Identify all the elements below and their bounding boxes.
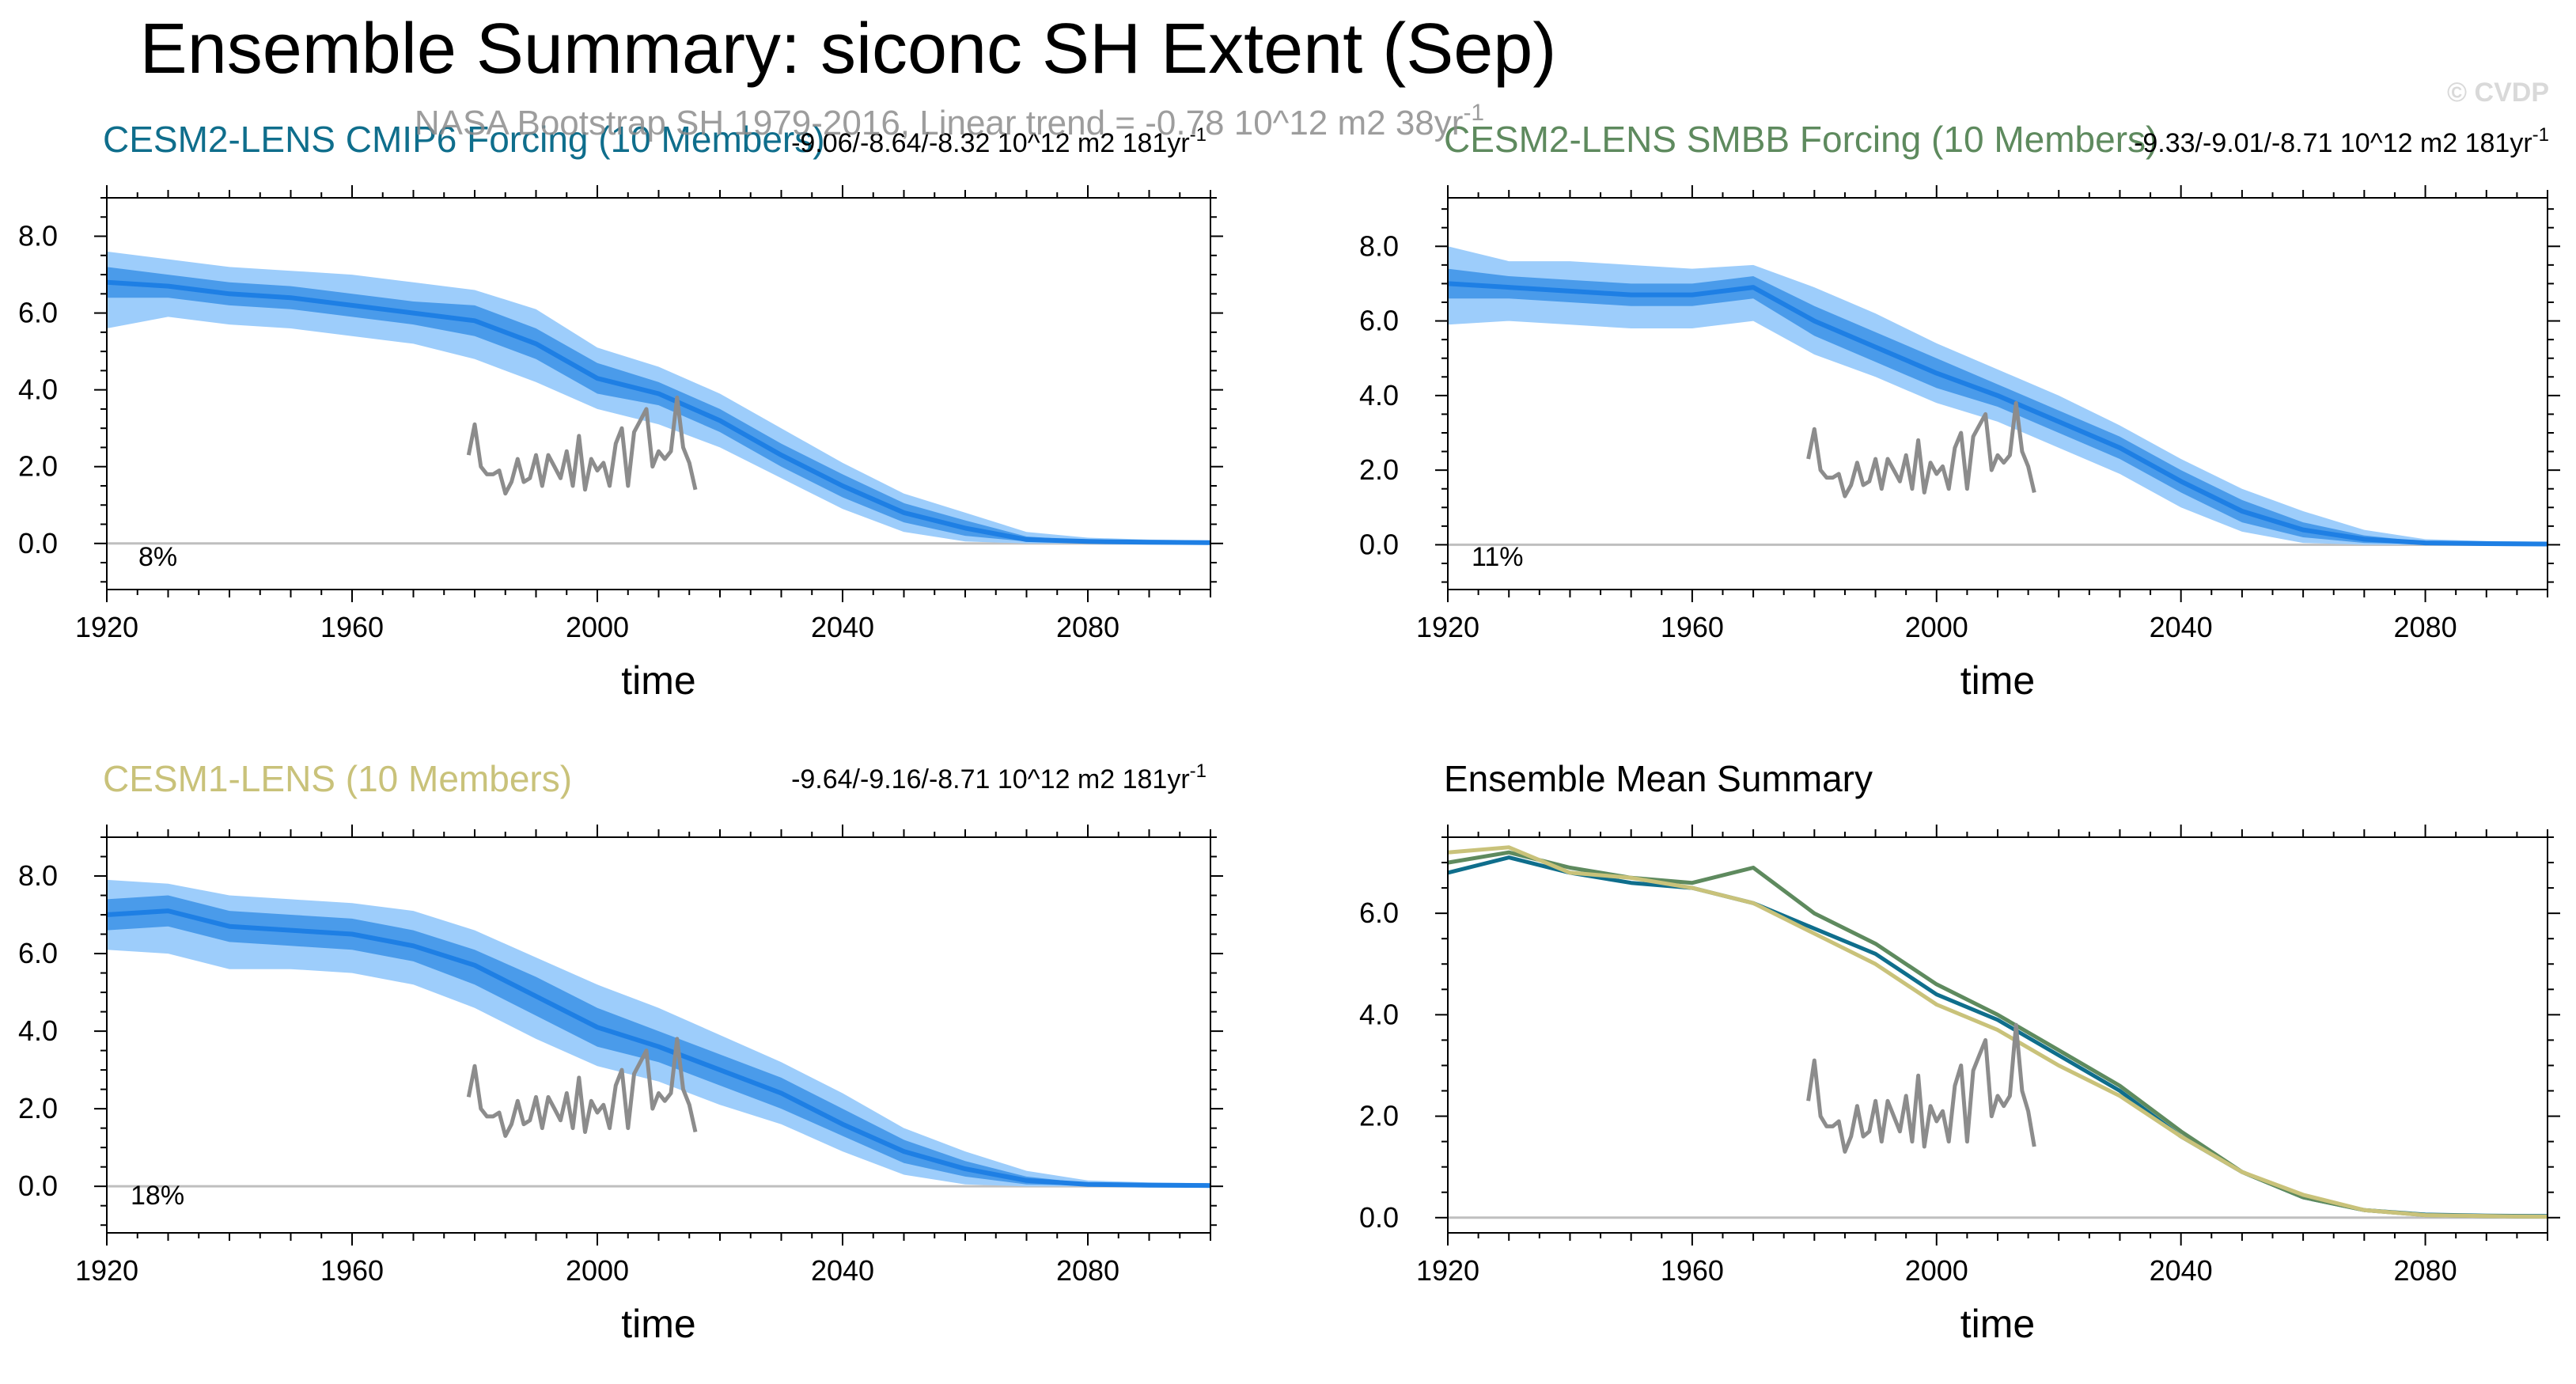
x-tick-label: 2040: [2150, 1254, 2213, 1287]
trend-sup: -1: [2532, 124, 2549, 146]
y-tick-label: 0.0: [18, 527, 58, 559]
y-tick-label: 4.0: [1359, 379, 1399, 411]
x-tick-label: 2080: [1056, 1254, 1119, 1287]
panel-cmip6: CESM2-LENS CMIP6 Forcing (10 Members)-9.…: [18, 119, 1223, 703]
trend-text: -9.64/-9.16/-8.71 10^12 m2 181yr: [791, 764, 1190, 794]
x-tick-label: 1920: [75, 611, 138, 643]
panel-title: Ensemble Mean Summary: [1444, 758, 1873, 799]
y-tick-label: 6.0: [18, 297, 58, 329]
x-tick-label: 2080: [2394, 611, 2457, 643]
x-tick-label: 1960: [320, 1254, 384, 1287]
percent-label: 8%: [138, 542, 177, 572]
observations-line: [1806, 400, 2036, 499]
observations-line: [466, 1037, 698, 1138]
x-tick-label: 1920: [75, 1254, 138, 1287]
x-tick-label: 2080: [2394, 1254, 2457, 1287]
y-tick-label: 6.0: [1359, 305, 1399, 337]
panel-smbb: CESM2-LENS SMBB Forcing (10 Members)-9.3…: [1359, 119, 2560, 703]
trend-sup: -1: [1190, 124, 1207, 146]
trend-label: -9.33/-9.01/-8.71 10^12 m2 181yr-1: [2134, 124, 2549, 158]
y-tick-label: 2.0: [1359, 453, 1399, 486]
trend-text: -9.33/-9.01/-8.71 10^12 m2 181yr: [2134, 128, 2532, 158]
spread-interquartile: [107, 895, 1210, 1187]
x-tick-label: 2000: [566, 1254, 629, 1287]
y-tick-label: 4.0: [18, 1014, 58, 1047]
trend-text: -9.06/-8.64/-8.32 10^12 m2 181yr: [791, 128, 1190, 158]
x-tick-label: 1960: [1661, 611, 1724, 643]
panel-cesm1: CESM1-LENS (10 Members) -9.64/-9.16/-8.71…: [18, 758, 1223, 1346]
spread-interquartile: [1448, 268, 2548, 545]
x-tick-label: 2080: [1056, 611, 1119, 643]
percent-label: 18%: [131, 1181, 184, 1211]
panel-title: CESM2-LENS SMBB Forcing (10 Members): [1444, 119, 2157, 160]
obs-trend-sup: -1: [1463, 100, 1484, 126]
panel-title: CESM1-LENS (10 Members): [103, 758, 572, 799]
series-line-smbb: [1447, 850, 2548, 1219]
trend-label: -9.64/-9.16/-8.71 10^12 m2 181yr-1: [791, 760, 1207, 794]
y-tick-label: 0.0: [1359, 528, 1399, 560]
x-tick-label: 1920: [1416, 1254, 1479, 1287]
watermark: © CVDP: [2447, 78, 2549, 108]
x-tick-label: 2000: [1905, 1254, 1968, 1287]
x-tick-label: 2040: [811, 1254, 874, 1287]
plot-frame: [1447, 836, 2548, 1234]
series-line-cesm1: [1447, 845, 2548, 1219]
observations-line: [1806, 1022, 2036, 1154]
x-tick-label: 1960: [320, 611, 384, 643]
x-tick-label: 1920: [1416, 611, 1479, 643]
x-axis-label: time: [1960, 658, 2035, 703]
y-tick-label: 2.0: [18, 450, 58, 483]
series-line-cmip6: [1447, 855, 2548, 1219]
trend-label: -9.06/-8.64/-8.32 10^12 m2 181yr-1: [791, 124, 1207, 158]
x-tick-label: 2000: [1905, 611, 1968, 643]
x-axis-label: time: [621, 658, 695, 703]
x-tick-label: 2040: [2150, 611, 2213, 643]
spread-interquartile: [107, 267, 1210, 544]
trend-sup: -1: [1190, 760, 1207, 782]
y-tick-label: 6.0: [18, 937, 58, 969]
y-tick-label: 2.0: [18, 1092, 58, 1124]
x-tick-label: 2000: [566, 611, 629, 643]
x-tick-label: 2040: [811, 611, 874, 643]
observations-line: [466, 395, 698, 496]
y-tick-label: 0.0: [1359, 1201, 1399, 1234]
y-tick-label: 8.0: [18, 220, 58, 252]
percent-label: 11%: [1472, 542, 1524, 572]
figure-title: Ensemble Summary: siconc SH Extent (Sep): [140, 9, 1557, 89]
y-tick-label: 2.0: [1359, 1100, 1399, 1132]
x-tick-label: 1960: [1661, 1254, 1724, 1287]
panel-title: CESM2-LENS CMIP6 Forcing (10 Members): [103, 119, 825, 160]
y-tick-label: 6.0: [1359, 897, 1399, 929]
ensemble-mean-line: [1447, 281, 2548, 547]
x-axis-label: time: [1960, 1302, 2035, 1346]
x-axis-label: time: [621, 1302, 695, 1346]
panel-ensemble-mean: Ensemble Mean Summary 1920 1960 2000 2040 208…: [1359, 758, 2560, 1346]
obs-trend-label: NASA Bootstrap SH 1979-2016, Linear tren…: [415, 100, 1484, 142]
obs-trend-text: NASA Bootstrap SH 1979-2016, Linear tren…: [415, 104, 1464, 142]
y-tick-label: 4.0: [1359, 998, 1399, 1030]
y-tick-label: 0.0: [18, 1170, 58, 1202]
y-tick-label: 4.0: [18, 373, 58, 406]
ensemble-mean-line: [106, 279, 1211, 545]
y-tick-label: 8.0: [1359, 229, 1399, 262]
ensemble-mean-line: [106, 908, 1211, 1189]
y-tick-label: 8.0: [18, 859, 58, 892]
